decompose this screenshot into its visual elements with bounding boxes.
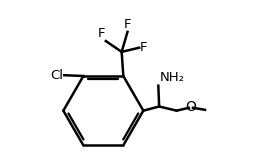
Text: Cl: Cl (50, 69, 63, 82)
Text: F: F (140, 41, 147, 54)
Text: F: F (98, 27, 105, 40)
Text: O: O (185, 100, 196, 114)
Text: NH₂: NH₂ (160, 71, 185, 84)
Text: F: F (124, 18, 131, 31)
